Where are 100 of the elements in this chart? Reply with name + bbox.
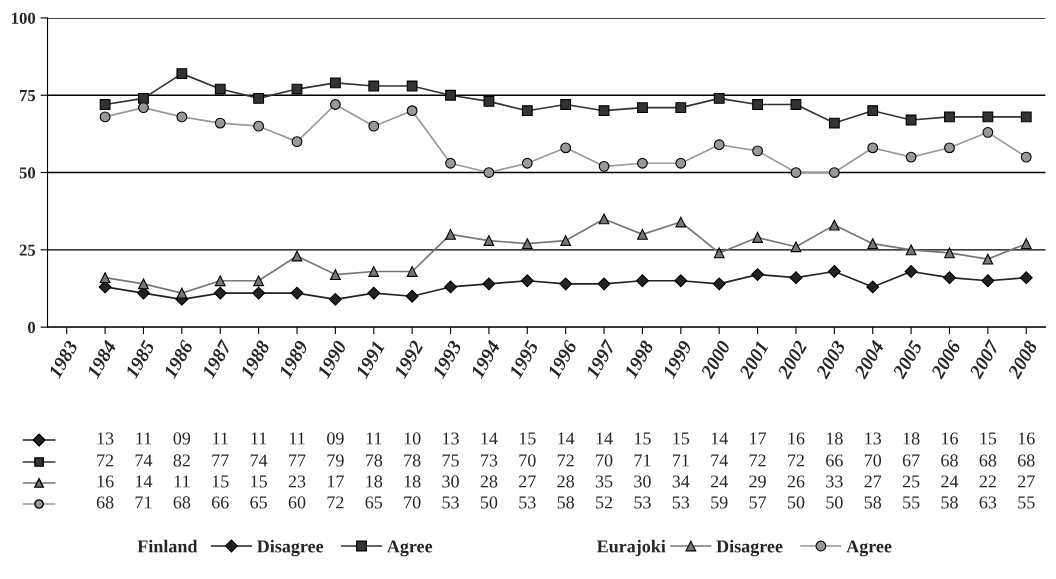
point xyxy=(521,105,533,117)
point xyxy=(406,266,418,277)
point xyxy=(214,117,226,129)
data-label: 74 xyxy=(250,454,268,467)
point xyxy=(560,235,572,246)
point xyxy=(138,102,149,114)
point xyxy=(981,274,995,288)
data-label: 77 xyxy=(289,454,306,467)
data-label: 28 xyxy=(480,475,498,488)
point xyxy=(406,105,418,117)
data-label: 33 xyxy=(826,475,843,488)
point xyxy=(559,277,573,291)
point xyxy=(253,120,265,132)
data-label: 18 xyxy=(366,475,383,488)
point xyxy=(253,275,265,287)
data-label: 22 xyxy=(979,475,996,488)
data-label: 27 xyxy=(519,475,536,488)
data-label: 53 xyxy=(519,496,536,509)
point xyxy=(291,250,303,262)
point xyxy=(675,216,687,228)
point xyxy=(675,102,687,114)
data-label: 18 xyxy=(903,432,920,445)
data-label: 11 xyxy=(366,432,382,445)
point xyxy=(713,92,725,104)
point xyxy=(866,280,880,294)
data-label: 70 xyxy=(519,454,536,467)
y-tick-label: 50 xyxy=(19,167,36,179)
point xyxy=(598,105,610,117)
data-label: 11 xyxy=(174,475,190,488)
point xyxy=(368,120,380,132)
point xyxy=(1019,271,1033,285)
point xyxy=(483,167,495,178)
point xyxy=(944,142,955,154)
data-label: 16 xyxy=(1018,432,1035,445)
data-label: 10 xyxy=(404,432,421,445)
point xyxy=(827,265,841,278)
point xyxy=(789,271,803,285)
point xyxy=(329,269,341,280)
data-label: 58 xyxy=(864,496,882,509)
point xyxy=(213,286,227,300)
data-label: 55 xyxy=(1018,496,1035,509)
data-label: 58 xyxy=(941,496,958,509)
point xyxy=(483,96,495,107)
point xyxy=(138,278,149,290)
data-label: 15 xyxy=(634,432,651,445)
data-label: 66 xyxy=(826,454,843,467)
data-label: 79 xyxy=(327,454,344,467)
data-label: 13 xyxy=(443,432,459,445)
data-label: 11 xyxy=(213,432,228,445)
data-label: 68 xyxy=(1018,454,1035,467)
point xyxy=(252,286,266,300)
point xyxy=(445,89,456,101)
point xyxy=(790,241,802,253)
point xyxy=(445,157,456,169)
data-label: 74 xyxy=(711,454,728,467)
point xyxy=(982,126,994,138)
point xyxy=(445,228,456,240)
data-label: 53 xyxy=(672,496,690,509)
data-label: 23 xyxy=(288,475,306,488)
data-label: 68 xyxy=(979,454,997,467)
data-label: 68 xyxy=(173,496,191,509)
point xyxy=(176,287,188,299)
data-label: 34 xyxy=(672,475,690,488)
data-label: 09 xyxy=(173,432,191,445)
point xyxy=(751,268,765,282)
point xyxy=(637,157,648,169)
point xyxy=(99,99,111,110)
data-label: 58 xyxy=(557,496,575,509)
y-tick-label: 75 xyxy=(20,90,36,102)
data-label: 17 xyxy=(327,475,344,488)
point xyxy=(290,286,304,300)
text: Finland xyxy=(137,539,198,553)
data-label: 72 xyxy=(557,454,574,467)
data-label: 17 xyxy=(750,432,767,445)
data-label: 14 xyxy=(481,432,498,445)
data-label: 13 xyxy=(97,432,114,445)
point xyxy=(521,238,533,250)
data-label: 50 xyxy=(787,496,805,509)
point xyxy=(367,286,381,300)
data-label: 18 xyxy=(826,432,843,445)
data-label: 72 xyxy=(97,454,114,467)
data-label: 70 xyxy=(404,496,421,509)
point xyxy=(982,111,994,123)
data-label: 16 xyxy=(97,475,114,488)
data-label: 50 xyxy=(480,496,498,509)
point xyxy=(944,247,955,259)
data-label: 25 xyxy=(902,475,920,488)
data-label: 27 xyxy=(864,475,882,488)
data-label: 71 xyxy=(634,454,651,467)
data-label: 14 xyxy=(596,432,613,445)
point xyxy=(713,139,725,151)
data-label: 70 xyxy=(596,454,613,467)
point xyxy=(99,111,111,123)
point xyxy=(752,145,763,157)
point xyxy=(253,92,265,104)
point xyxy=(1020,238,1032,250)
point xyxy=(674,274,688,288)
point xyxy=(291,136,303,148)
point xyxy=(828,167,840,178)
data-label: 16 xyxy=(942,432,958,445)
